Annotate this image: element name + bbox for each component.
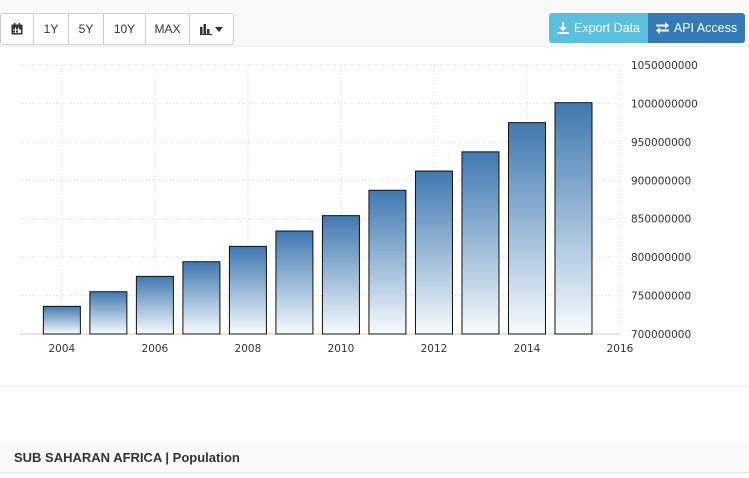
bar-2006[interactable] xyxy=(135,275,174,335)
bar-chart-icon xyxy=(200,23,212,35)
range-button-group: 1Y 5Y 10Y MAX xyxy=(0,13,234,45)
y-tick-label: 750000000 xyxy=(631,291,691,303)
y-tick-label: 850000000 xyxy=(631,214,691,226)
y-tick-label: 1000000000 xyxy=(631,98,698,110)
bar-2010[interactable] xyxy=(321,215,360,335)
x-tick-label: 2010 xyxy=(328,343,355,355)
y-tick-label: 800000000 xyxy=(631,252,691,264)
population-bar-chart: 2004 2006 2008 2010 2012 2014 2016 700000000 75… xyxy=(20,60,698,355)
chart-type-button[interactable] xyxy=(190,14,233,44)
api-access-button[interactable]: API Access xyxy=(648,13,745,43)
bar-2004[interactable] xyxy=(42,305,81,335)
y-tick-label: 950000000 xyxy=(631,137,691,149)
x-tick-label: 2012 xyxy=(421,343,448,355)
y-tick-label: 1050000000 xyxy=(631,60,698,72)
range-10y-button[interactable]: 10Y xyxy=(104,14,146,44)
bar-2011[interactable] xyxy=(368,189,407,335)
x-tick-label: 2016 xyxy=(607,343,634,355)
x-axis: 2004 2006 2008 2010 2012 2014 2016 xyxy=(48,343,633,355)
bar-2009[interactable] xyxy=(275,230,314,335)
export-data-label: Export Data xyxy=(573,21,640,35)
range-max-button[interactable]: MAX xyxy=(146,14,190,44)
x-tick-label: 2014 xyxy=(514,343,541,355)
bar-2007[interactable] xyxy=(182,261,221,335)
chart-separator xyxy=(0,386,749,387)
bar-2015[interactable] xyxy=(554,102,593,335)
x-tick-label: 2004 xyxy=(48,343,75,355)
bar-2012[interactable] xyxy=(414,170,453,335)
toolbar: 1Y 5Y 10Y MAX Export Data xyxy=(0,0,749,47)
y-tick-label: 900000000 xyxy=(631,175,691,187)
range-5y-button[interactable]: 5Y xyxy=(69,14,104,44)
x-tick-label: 2008 xyxy=(235,343,262,355)
chart-bars xyxy=(42,102,593,335)
y-tick-label: 700000000 xyxy=(631,329,691,341)
bar-2008[interactable] xyxy=(228,245,267,335)
exchange-icon xyxy=(655,22,669,34)
y-axis: 700000000 750000000 800000000 850000000 9000… xyxy=(631,60,698,341)
calendar-button[interactable] xyxy=(1,14,34,44)
bar-2013[interactable] xyxy=(461,151,500,335)
download-icon xyxy=(556,22,569,34)
caret-down-icon xyxy=(215,26,223,32)
indicator-title: SUB SAHARAN AFRICA | Population xyxy=(14,450,240,465)
chart-footer: SUB SAHARAN AFRICA | Population xyxy=(0,443,749,473)
export-data-button[interactable]: Export Data xyxy=(549,13,648,43)
bar-2014[interactable] xyxy=(507,122,546,335)
range-1y-button[interactable]: 1Y xyxy=(34,14,69,44)
calendar-icon xyxy=(11,23,23,35)
bar-2005[interactable] xyxy=(89,291,128,335)
x-tick-label: 2006 xyxy=(142,343,169,355)
api-access-label: API Access xyxy=(673,21,738,35)
